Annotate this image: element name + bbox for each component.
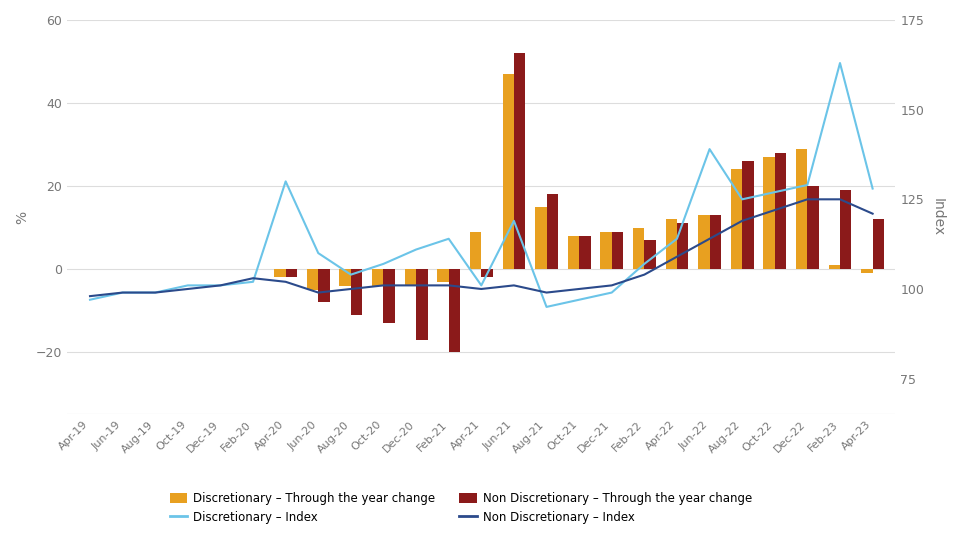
Bar [644,240,656,269]
Bar [742,161,754,269]
Bar [448,269,460,352]
Bar [763,157,775,269]
Legend: Discretionary – Through the year change, Discretionary – Index, Non Discretionar: Discretionary – Through the year change,… [165,487,756,529]
Bar [873,219,884,269]
Bar [633,228,644,269]
Bar [481,269,492,278]
Bar [709,215,721,269]
Bar [546,194,558,269]
Bar [514,53,525,269]
Bar [861,269,873,273]
Bar [775,153,786,269]
Bar [502,74,514,269]
Bar [275,269,286,278]
Bar [286,269,297,278]
Bar [698,215,709,269]
Bar [405,269,416,286]
Bar [612,232,623,269]
Bar [600,232,612,269]
Bar [383,269,395,323]
Bar [677,224,688,269]
Bar [807,186,819,269]
Y-axis label: Index: Index [931,198,945,237]
Bar [665,219,677,269]
Bar [307,269,319,290]
Bar [350,269,362,315]
Bar [731,170,742,269]
Bar [416,269,427,340]
Bar [840,190,852,269]
Bar [796,148,807,269]
Bar [535,207,546,269]
Bar [340,269,350,286]
Bar [438,269,448,282]
Bar [828,265,840,269]
Bar [567,236,579,269]
Y-axis label: %: % [15,211,29,224]
Bar [319,269,329,302]
Bar [469,232,481,269]
Bar [579,236,590,269]
Bar [372,269,383,286]
